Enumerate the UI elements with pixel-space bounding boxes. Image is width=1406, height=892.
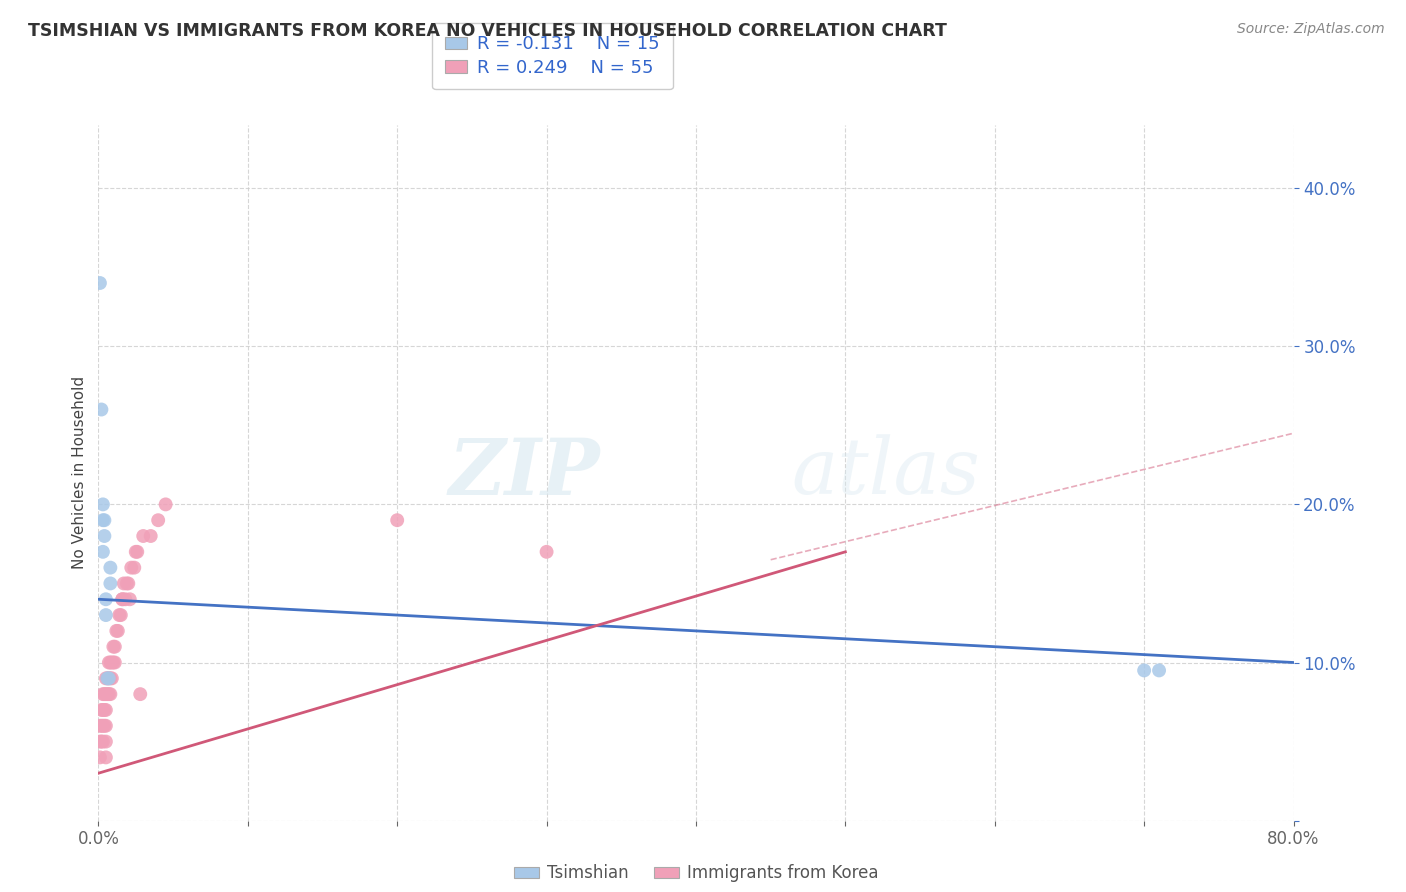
- Point: [91, 545, 114, 559]
- Point: [94, 719, 117, 733]
- Point: [91, 703, 114, 717]
- Point: [94, 671, 117, 685]
- Text: ZIP: ZIP: [449, 434, 600, 511]
- Point: [91, 719, 114, 733]
- Point: [91, 687, 114, 701]
- Point: [89, 734, 111, 748]
- Point: [97, 671, 120, 685]
- Point: [1147, 664, 1170, 678]
- Point: [93, 703, 115, 717]
- Point: [94, 750, 117, 764]
- Point: [93, 529, 115, 543]
- Point: [89, 276, 111, 290]
- Text: TSIMSHIAN VS IMMIGRANTS FROM KOREA NO VEHICLES IN HOUSEHOLD CORRELATION CHART: TSIMSHIAN VS IMMIGRANTS FROM KOREA NO VE…: [28, 22, 948, 40]
- Point: [155, 497, 177, 511]
- Point: [120, 560, 142, 574]
- Point: [115, 576, 138, 591]
- Point: [93, 513, 115, 527]
- Text: Source: ZipAtlas.com: Source: ZipAtlas.com: [1237, 22, 1385, 37]
- Text: atlas: atlas: [792, 434, 980, 511]
- Point: [98, 560, 122, 574]
- Point: [98, 687, 122, 701]
- Point: [98, 576, 122, 591]
- Point: [536, 545, 558, 559]
- Point: [112, 576, 135, 591]
- Point: [94, 687, 117, 701]
- Point: [125, 545, 148, 559]
- Point: [101, 656, 124, 670]
- Point: [93, 719, 115, 733]
- Point: [97, 687, 120, 701]
- Point: [96, 671, 118, 685]
- Point: [91, 513, 114, 527]
- Point: [118, 592, 141, 607]
- Point: [110, 608, 132, 623]
- Point: [127, 545, 149, 559]
- Point: [90, 719, 112, 733]
- Point: [91, 497, 114, 511]
- Point: [103, 640, 125, 654]
- Point: [94, 734, 117, 748]
- Point: [114, 592, 136, 607]
- Point: [108, 608, 131, 623]
- Point: [89, 719, 111, 733]
- Point: [93, 687, 115, 701]
- Point: [94, 592, 117, 607]
- Point: [90, 703, 112, 717]
- Y-axis label: No Vehicles in Household: No Vehicles in Household: [72, 376, 87, 569]
- Point: [104, 656, 127, 670]
- Point: [96, 671, 118, 685]
- Point: [97, 656, 120, 670]
- Point: [117, 576, 139, 591]
- Point: [90, 402, 112, 417]
- Point: [139, 529, 162, 543]
- Point: [90, 734, 112, 748]
- Point: [385, 513, 409, 527]
- Point: [98, 671, 122, 685]
- Point: [96, 687, 118, 701]
- Point: [111, 592, 134, 607]
- Point: [132, 529, 155, 543]
- Point: [89, 750, 111, 764]
- Point: [103, 656, 125, 670]
- Point: [91, 734, 114, 748]
- Point: [111, 592, 134, 607]
- Point: [97, 671, 120, 685]
- Point: [124, 560, 146, 574]
- Point: [129, 687, 152, 701]
- Point: [107, 624, 129, 638]
- Legend: Tsimshian, Immigrants from Korea: Tsimshian, Immigrants from Korea: [508, 857, 884, 888]
- Point: [148, 513, 170, 527]
- Point: [104, 640, 127, 654]
- Point: [1133, 664, 1156, 678]
- Point: [101, 671, 124, 685]
- Point: [94, 608, 117, 623]
- Point: [105, 624, 128, 638]
- Point: [94, 703, 117, 717]
- Point: [98, 656, 122, 670]
